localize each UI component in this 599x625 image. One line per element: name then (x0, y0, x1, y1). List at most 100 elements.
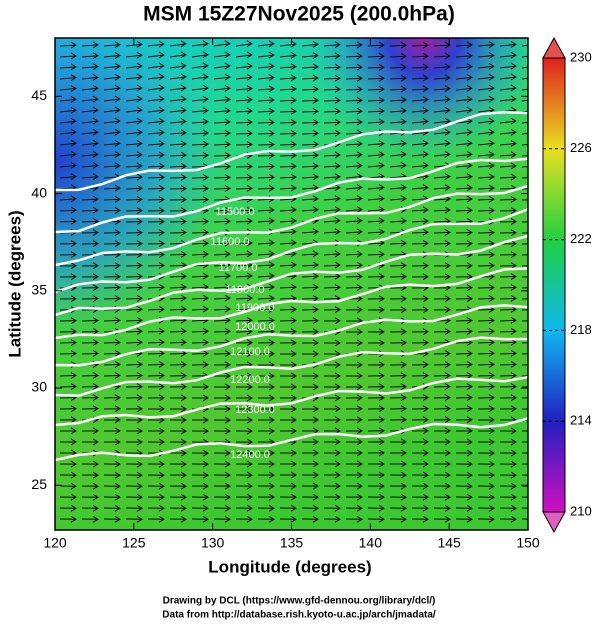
wind-arrow (169, 106, 187, 114)
wind-arrow (81, 383, 99, 390)
wind-arrow (257, 206, 275, 214)
wind-arrow (521, 66, 528, 69)
wind-arrow (323, 206, 341, 214)
wind-arrow (433, 383, 451, 390)
wind-arrow (213, 151, 231, 159)
x-tick-label: 145 (437, 535, 461, 551)
wind-arrow (81, 195, 99, 203)
wind-arrow (323, 41, 341, 49)
wind-arrow (235, 438, 253, 446)
wind-arrow (213, 118, 231, 126)
wind-arrow (345, 250, 363, 258)
wind-arrow (367, 328, 385, 336)
wind-arrow (59, 206, 77, 214)
wind-arrow (499, 471, 517, 479)
wind-arrow (433, 306, 451, 314)
wind-arrow (367, 250, 385, 258)
wind-arrow (59, 438, 77, 446)
wind-arrow (411, 217, 429, 225)
wind-arrow (455, 195, 473, 203)
credit: Drawing by DCL (https://www.gfd-dennou.o… (163, 596, 436, 607)
wind-arrow (191, 140, 209, 148)
wind-arrow (521, 110, 528, 113)
wind-arrow (301, 339, 319, 347)
wind-arrow (323, 184, 341, 192)
x-tick-label: 120 (43, 535, 67, 551)
wind-arrow (477, 41, 495, 49)
wind-arrow (213, 283, 231, 291)
wind-arrow (455, 394, 473, 402)
wind-arrow (279, 217, 297, 225)
wind-arrow (477, 95, 495, 103)
wind-arrow (169, 250, 187, 258)
wind-arrow (323, 504, 341, 512)
wind-arrow (411, 449, 429, 457)
wind-arrow (169, 162, 187, 170)
wind-arrow (499, 394, 517, 402)
wind-arrow (59, 240, 77, 247)
wind-arrow (455, 317, 473, 324)
wind-arrow (367, 394, 385, 402)
wind-arrow (345, 383, 363, 391)
wind-arrow (323, 52, 341, 60)
wind-arrow (279, 493, 297, 501)
wind-arrow (433, 350, 451, 357)
wind-arrow (235, 96, 253, 104)
wind-arrow (191, 107, 209, 114)
wind-arrow (125, 438, 143, 446)
wind-arrow (103, 416, 121, 424)
wind-arrow (125, 229, 143, 237)
wind-arrow (323, 449, 341, 457)
wind-arrow (411, 239, 429, 247)
wind-arrow (367, 74, 385, 82)
wind-arrow (301, 195, 319, 203)
wind-arrow (521, 166, 528, 168)
wind-arrow (213, 515, 231, 523)
wind-arrow (411, 85, 429, 93)
contour-label: 11600.0 (211, 236, 250, 248)
wind-arrow (125, 195, 143, 203)
wind-arrow (81, 262, 99, 270)
wind-arrow (125, 51, 143, 59)
wind-arrow (147, 283, 165, 291)
wind-arrow (235, 129, 253, 137)
wind-arrow (191, 361, 209, 369)
wind-arrow (455, 84, 473, 92)
wind-arrow (499, 229, 517, 237)
wind-arrow (235, 62, 253, 70)
wind-arrow (455, 284, 473, 292)
contour-label: 12400.0 (230, 449, 270, 461)
wind-arrow (323, 361, 341, 369)
wind-arrow (411, 52, 429, 60)
wind-arrow (323, 460, 341, 468)
wind-arrow (81, 460, 99, 468)
wind-arrow (455, 74, 473, 81)
wind-arrow (103, 184, 121, 192)
wind-arrow (499, 284, 517, 291)
wind-arrow (81, 63, 99, 71)
wind-arrow (455, 128, 473, 136)
wind-arrow (433, 41, 451, 49)
wind-arrow (257, 261, 275, 269)
wind-arrow (411, 74, 429, 82)
wind-arrow (477, 62, 495, 70)
wind-arrow (169, 261, 187, 269)
wind-arrow (81, 482, 99, 490)
wind-arrow (367, 195, 385, 202)
wind-arrow (59, 63, 77, 71)
wind-arrow (103, 471, 121, 479)
wind-arrow (499, 460, 517, 468)
wind-arrow (301, 206, 319, 214)
wind-arrow (433, 74, 451, 82)
colorbar-arrow (542, 511, 566, 534)
wind-arrow (169, 73, 187, 81)
wind-arrow (235, 416, 253, 424)
wind-arrow (521, 320, 528, 322)
wind-arrow (147, 349, 165, 357)
wind-arrow (477, 460, 495, 468)
wind-arrow (103, 229, 121, 237)
wind-arrow (477, 251, 495, 259)
wind-arrow (81, 372, 99, 379)
wind-arrow (59, 405, 77, 413)
wind-arrow (235, 350, 253, 358)
